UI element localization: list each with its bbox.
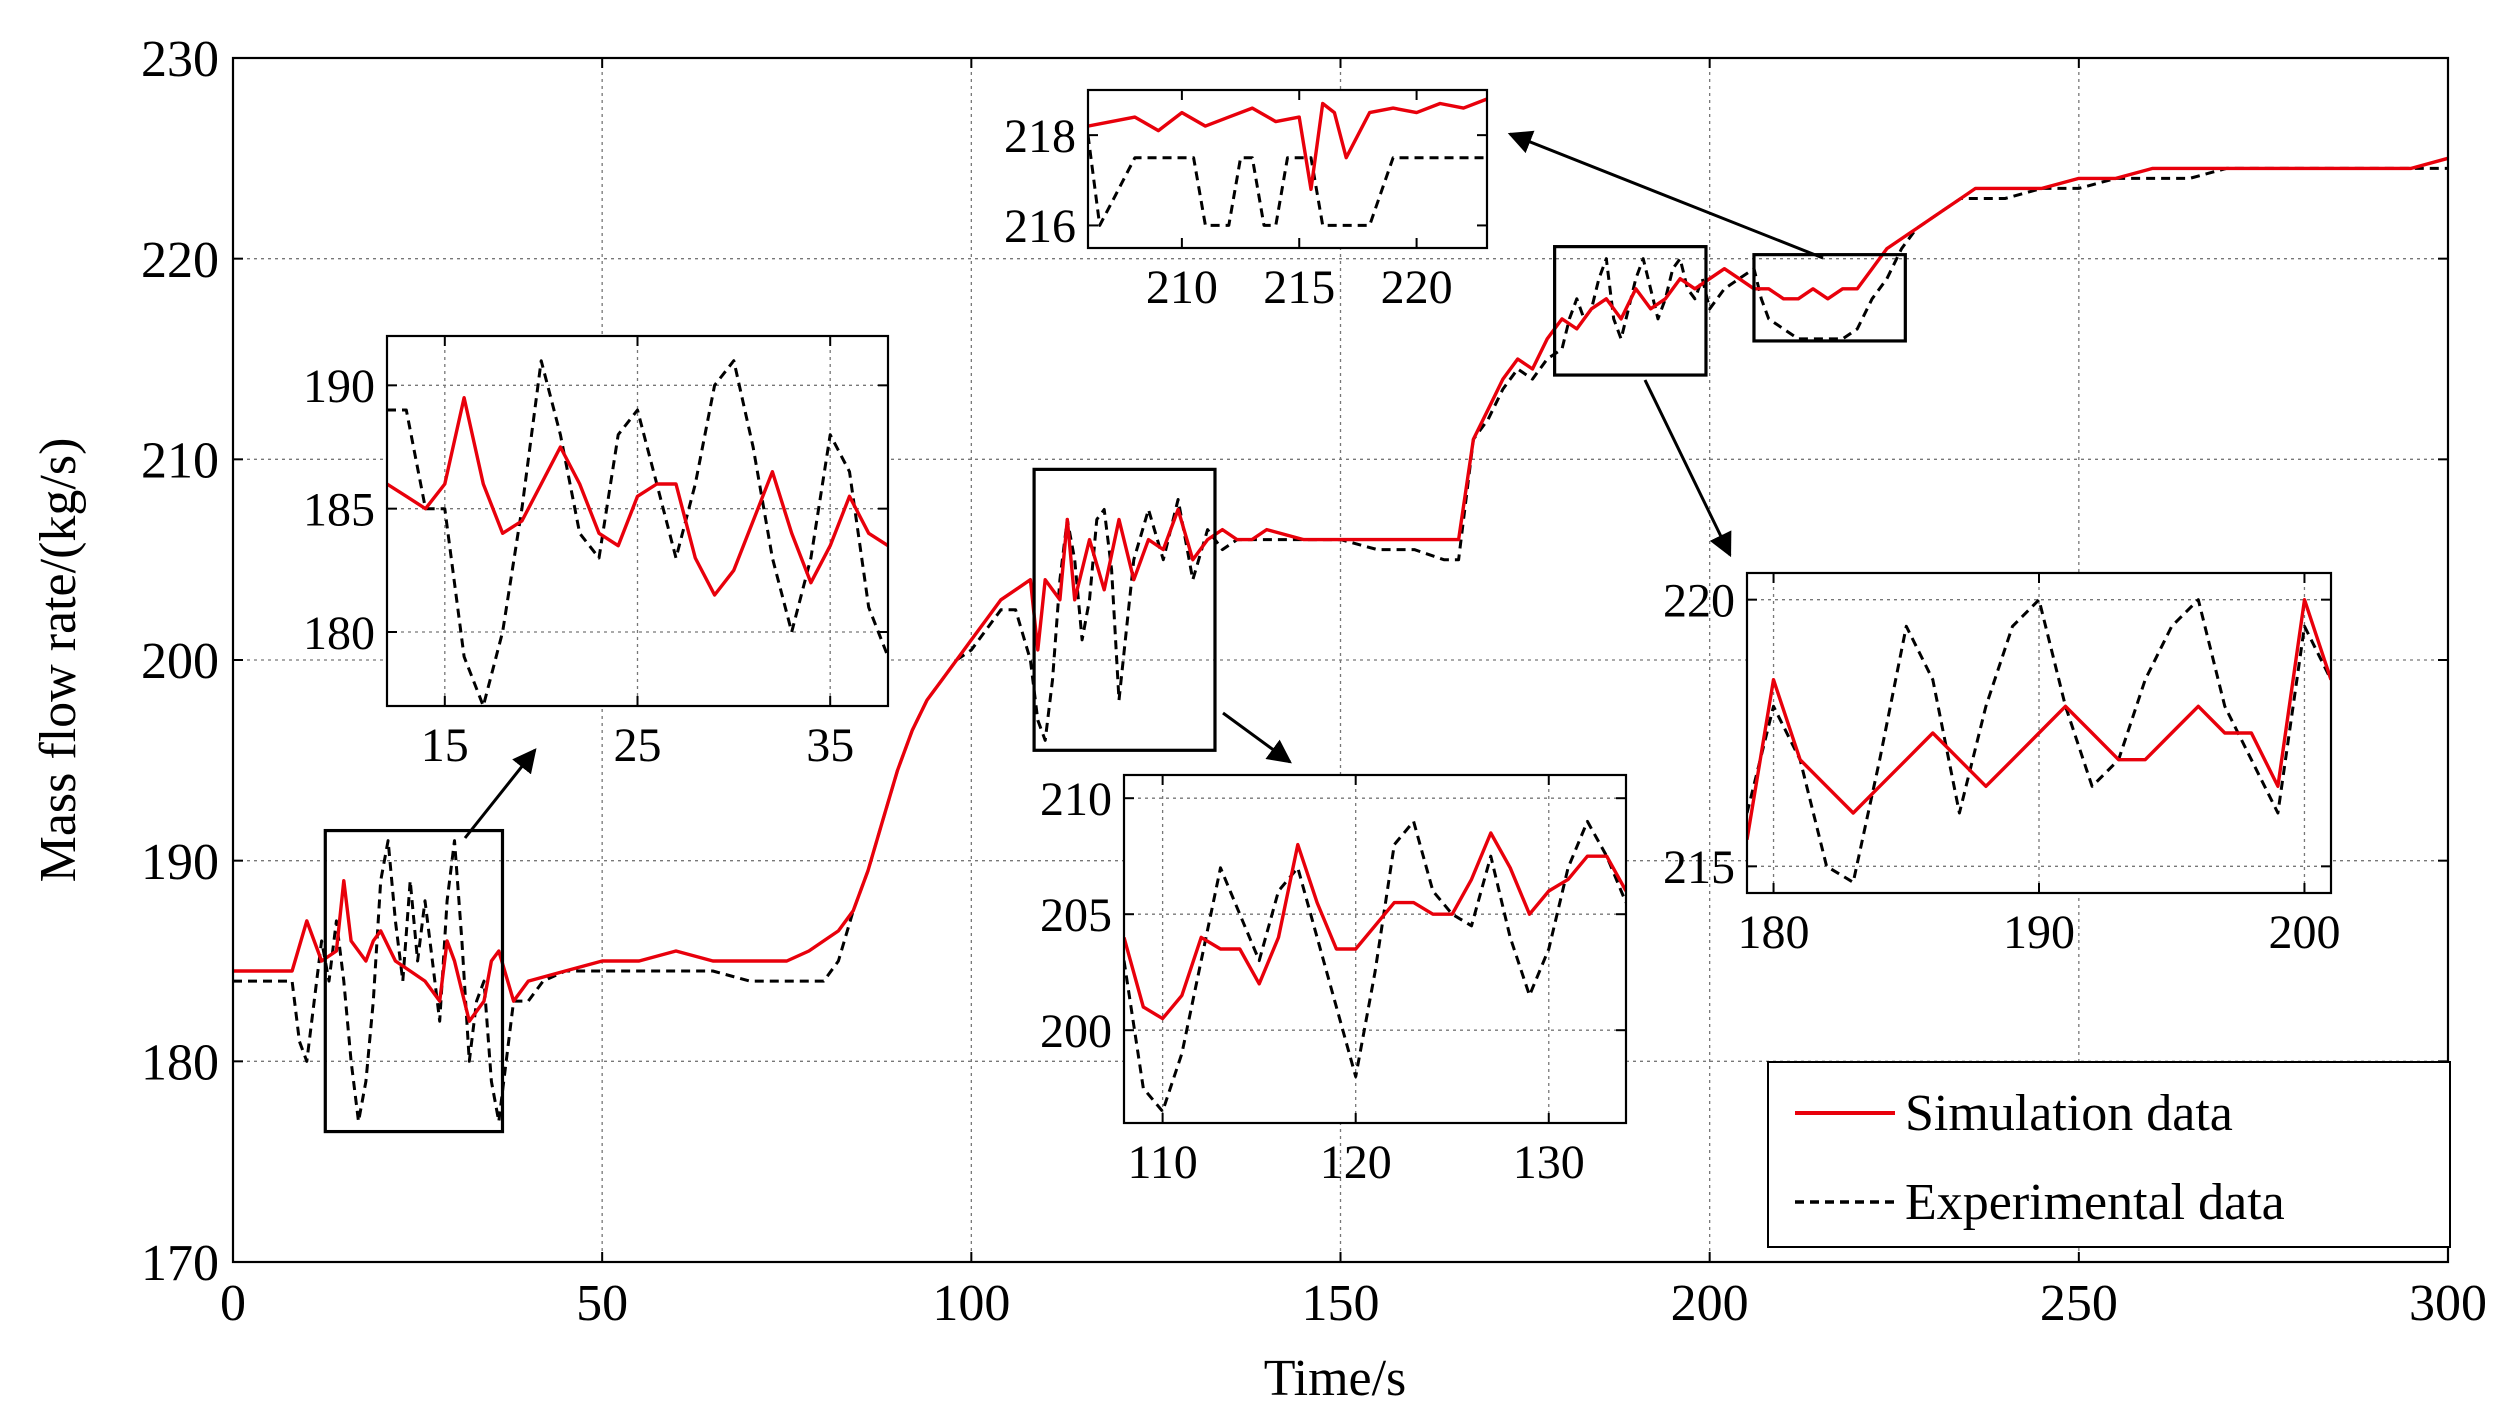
y-axis-label: Mass flow rate/(kg/s)	[30, 438, 87, 883]
zoom-box-206-223	[1752, 253, 1907, 343]
inset-d-series-simulation	[1088, 97, 1487, 192]
inset-b-series-simulation	[1124, 831, 1626, 1021]
inset-d-ytick-label-216: 216	[1004, 200, 1076, 253]
main-ytick-label-180: 180	[141, 1035, 219, 1092]
inset-d-xtick-label-215: 215	[1263, 261, 1335, 314]
inset-d-axes-layer: 210 215 220 216 218	[1004, 88, 1489, 314]
inset-b-background	[1124, 775, 1626, 1123]
main-series-simulation	[233, 156, 2448, 1023]
insets: 15 25 35 180 185 190 110 120 130 200 205 210 180 190 2…	[303, 88, 2340, 1189]
inset-a-xtick-label-15: 15	[421, 719, 469, 772]
main-xtick-label-200: 200	[1671, 1275, 1749, 1332]
legend-simulation-label: Simulation data	[1905, 1085, 2233, 1142]
inset-a-series-layer	[387, 359, 888, 706]
main-series	[233, 156, 2448, 1123]
inset-d-series-layer	[1088, 97, 1487, 227]
arrow-to-inset-c	[1643, 379, 1732, 558]
inset-a-ytick-label-180: 180	[303, 607, 375, 660]
legend: Simulation data Experimental data	[1767, 1061, 2451, 1248]
legend-experimental-label: Experimental data	[1905, 1174, 2285, 1231]
inset-b-grid-layer	[1124, 775, 1626, 1123]
inset-b-frame	[1122, 773, 1628, 1125]
main-xtick-label-0: 0	[220, 1275, 246, 1332]
inset-d-frame	[1086, 88, 1489, 250]
arrow-to-inset-b	[1222, 711, 1292, 764]
main-ytick-label-230: 230	[141, 31, 219, 88]
main-axes: 0 50 100 150 200 250 300 170 180 190 200 210 220 230	[141, 31, 2487, 1332]
legend-box	[1767, 1061, 2451, 1248]
arrow-to-inset-d	[1507, 130, 1824, 260]
main-series-group	[233, 156, 2448, 1123]
zoom-boxes	[323, 245, 1907, 1134]
main-xtick-label-100: 100	[932, 1275, 1010, 1332]
inset-d-grid-layer	[1088, 90, 1487, 248]
zoom-box-180-200	[1553, 245, 1708, 377]
inset-a-xtick-label-25: 25	[614, 719, 662, 772]
inset-a-group: 15 25 35 180 185 190	[303, 334, 890, 772]
inset-c-series-group	[1747, 598, 2331, 884]
inset-d-xtick-label-220: 220	[1381, 261, 1453, 314]
inset-d-group: 210 215 220 216 218	[1004, 88, 1489, 314]
inset-b-xtick-label-120: 120	[1320, 1136, 1392, 1189]
main-series-experimental	[233, 166, 2448, 1123]
inset-c-xtick-label-180: 180	[1738, 906, 1810, 959]
main-ytick-label-190: 190	[141, 834, 219, 891]
inset-c-series-simulation	[1747, 598, 2331, 840]
inset-c-ytick-label-220: 220	[1663, 574, 1735, 627]
inset-b-ytick-label-210: 210	[1040, 773, 1112, 826]
inset-a-xtick-label-35: 35	[806, 719, 854, 772]
inset-a-ytick-label-185: 185	[303, 483, 375, 536]
inset-b-ytick-label-205: 205	[1040, 889, 1112, 942]
zoom-box-15-37	[323, 828, 505, 1134]
inset-b-group: 110 120 130 200 205 210	[1040, 773, 1628, 1189]
inset-b-ytick-label-200: 200	[1040, 1005, 1112, 1058]
inset-b-xtick-label-110: 110	[1128, 1136, 1198, 1189]
inset-a-series-simulation	[387, 396, 888, 597]
inset-c-xtick-label-200: 200	[2268, 906, 2340, 959]
main-ytick-label-220: 220	[141, 232, 219, 289]
zoom-arrows	[463, 130, 1824, 839]
inset-c-series-layer	[1747, 598, 2331, 884]
inset-d-background	[1088, 90, 1487, 248]
inset-a-grid-layer	[387, 336, 888, 706]
main-xtick-label-150: 150	[1302, 1275, 1380, 1332]
inset-c-ytick-label-215: 215	[1663, 841, 1735, 894]
inset-c-series-experimental	[1747, 598, 2331, 884]
inset-a-ytick-label-190: 190	[303, 360, 375, 413]
inset-a-series-group	[387, 359, 888, 706]
inset-b-axes-layer: 110 120 130 200 205 210	[1040, 773, 1628, 1189]
x-axis-label: Time/s	[1264, 1350, 1407, 1407]
inset-d-xtick-label-210: 210	[1146, 261, 1218, 314]
inset-b-series-group	[1124, 819, 1626, 1113]
inset-a-series-experimental	[387, 359, 888, 706]
inset-d-series-group	[1088, 97, 1487, 227]
main-xtick-label-300: 300	[2409, 1275, 2487, 1332]
inset-c-axes-layer: 180 190 200 215 220	[1663, 571, 2340, 959]
main-xtick-label-250: 250	[2040, 1275, 2118, 1332]
inset-d-ytick-label-218: 218	[1004, 110, 1076, 163]
inset-a-axes-layer: 15 25 35 180 185 190	[303, 334, 890, 772]
inset-b-series-experimental	[1124, 819, 1626, 1113]
inset-b-xtick-label-130: 130	[1513, 1136, 1585, 1189]
arrow-to-inset-a	[463, 748, 537, 839]
main-ytick-label-210: 210	[141, 433, 219, 490]
main-xtick-label-50: 50	[576, 1275, 628, 1332]
inset-c-xtick-label-190: 190	[2003, 906, 2075, 959]
inset-c-group: 180 190 200 215 220	[1663, 571, 2340, 959]
main-ytick-label-200: 200	[141, 633, 219, 690]
inset-d-series-experimental	[1088, 134, 1487, 227]
zoom-box-108-134	[1032, 467, 1217, 752]
main-ytick-label-170: 170	[141, 1235, 219, 1292]
inset-b-series-layer	[1124, 819, 1626, 1113]
